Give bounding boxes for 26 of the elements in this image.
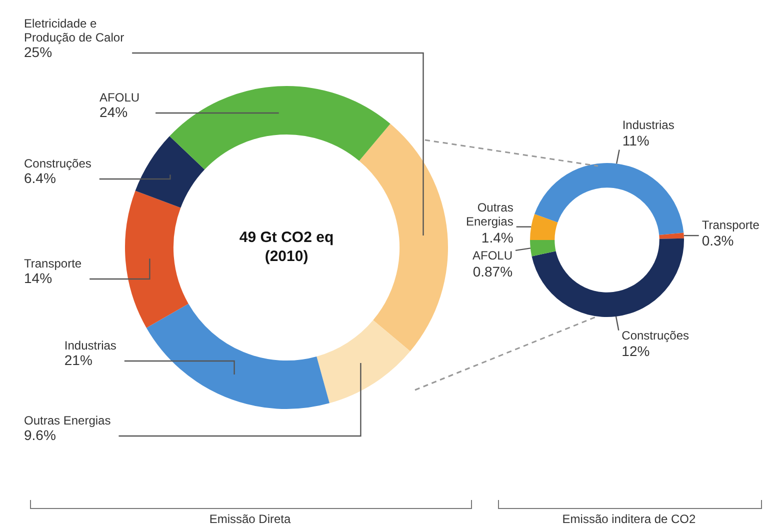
- data-label: 14%: [24, 270, 52, 286]
- text: Emissão inditera de CO2: [561, 512, 697, 526]
- data-label: 24%: [100, 104, 128, 120]
- slice-label: Transporte: [24, 256, 82, 270]
- text: 49 Gt CO2 eq: [239, 229, 334, 246]
- data-label: 0.87%: [472, 263, 513, 280]
- data-label: 25%: [24, 44, 52, 60]
- data-label: 12%: [622, 343, 650, 360]
- text: Emissão Direta: [208, 512, 292, 526]
- data-label: 1.4%: [481, 229, 514, 246]
- data-label: 9.6%: [24, 426, 56, 443]
- slice-label: AFOLU: [472, 248, 513, 263]
- text: (2010): [264, 248, 308, 266]
- data-label: 21%: [64, 352, 92, 368]
- slice-label: AFOLU: [100, 90, 140, 104]
- slice-label: Eletricidade e Produção de Calor: [24, 16, 124, 44]
- data-label: 0.3%: [702, 232, 734, 249]
- slice-label: Outras Energias: [466, 200, 514, 229]
- slice-label: Transporte: [702, 218, 760, 232]
- slice-label: Industrias: [64, 338, 116, 352]
- slice-label: Industrias: [622, 118, 674, 132]
- slice-label: Construções: [24, 156, 92, 170]
- data-label: 11%: [622, 132, 650, 149]
- data-label: 6.4%: [24, 170, 56, 186]
- slice-label: Construções: [622, 328, 690, 343]
- slice-label: Outras Energias: [24, 413, 111, 428]
